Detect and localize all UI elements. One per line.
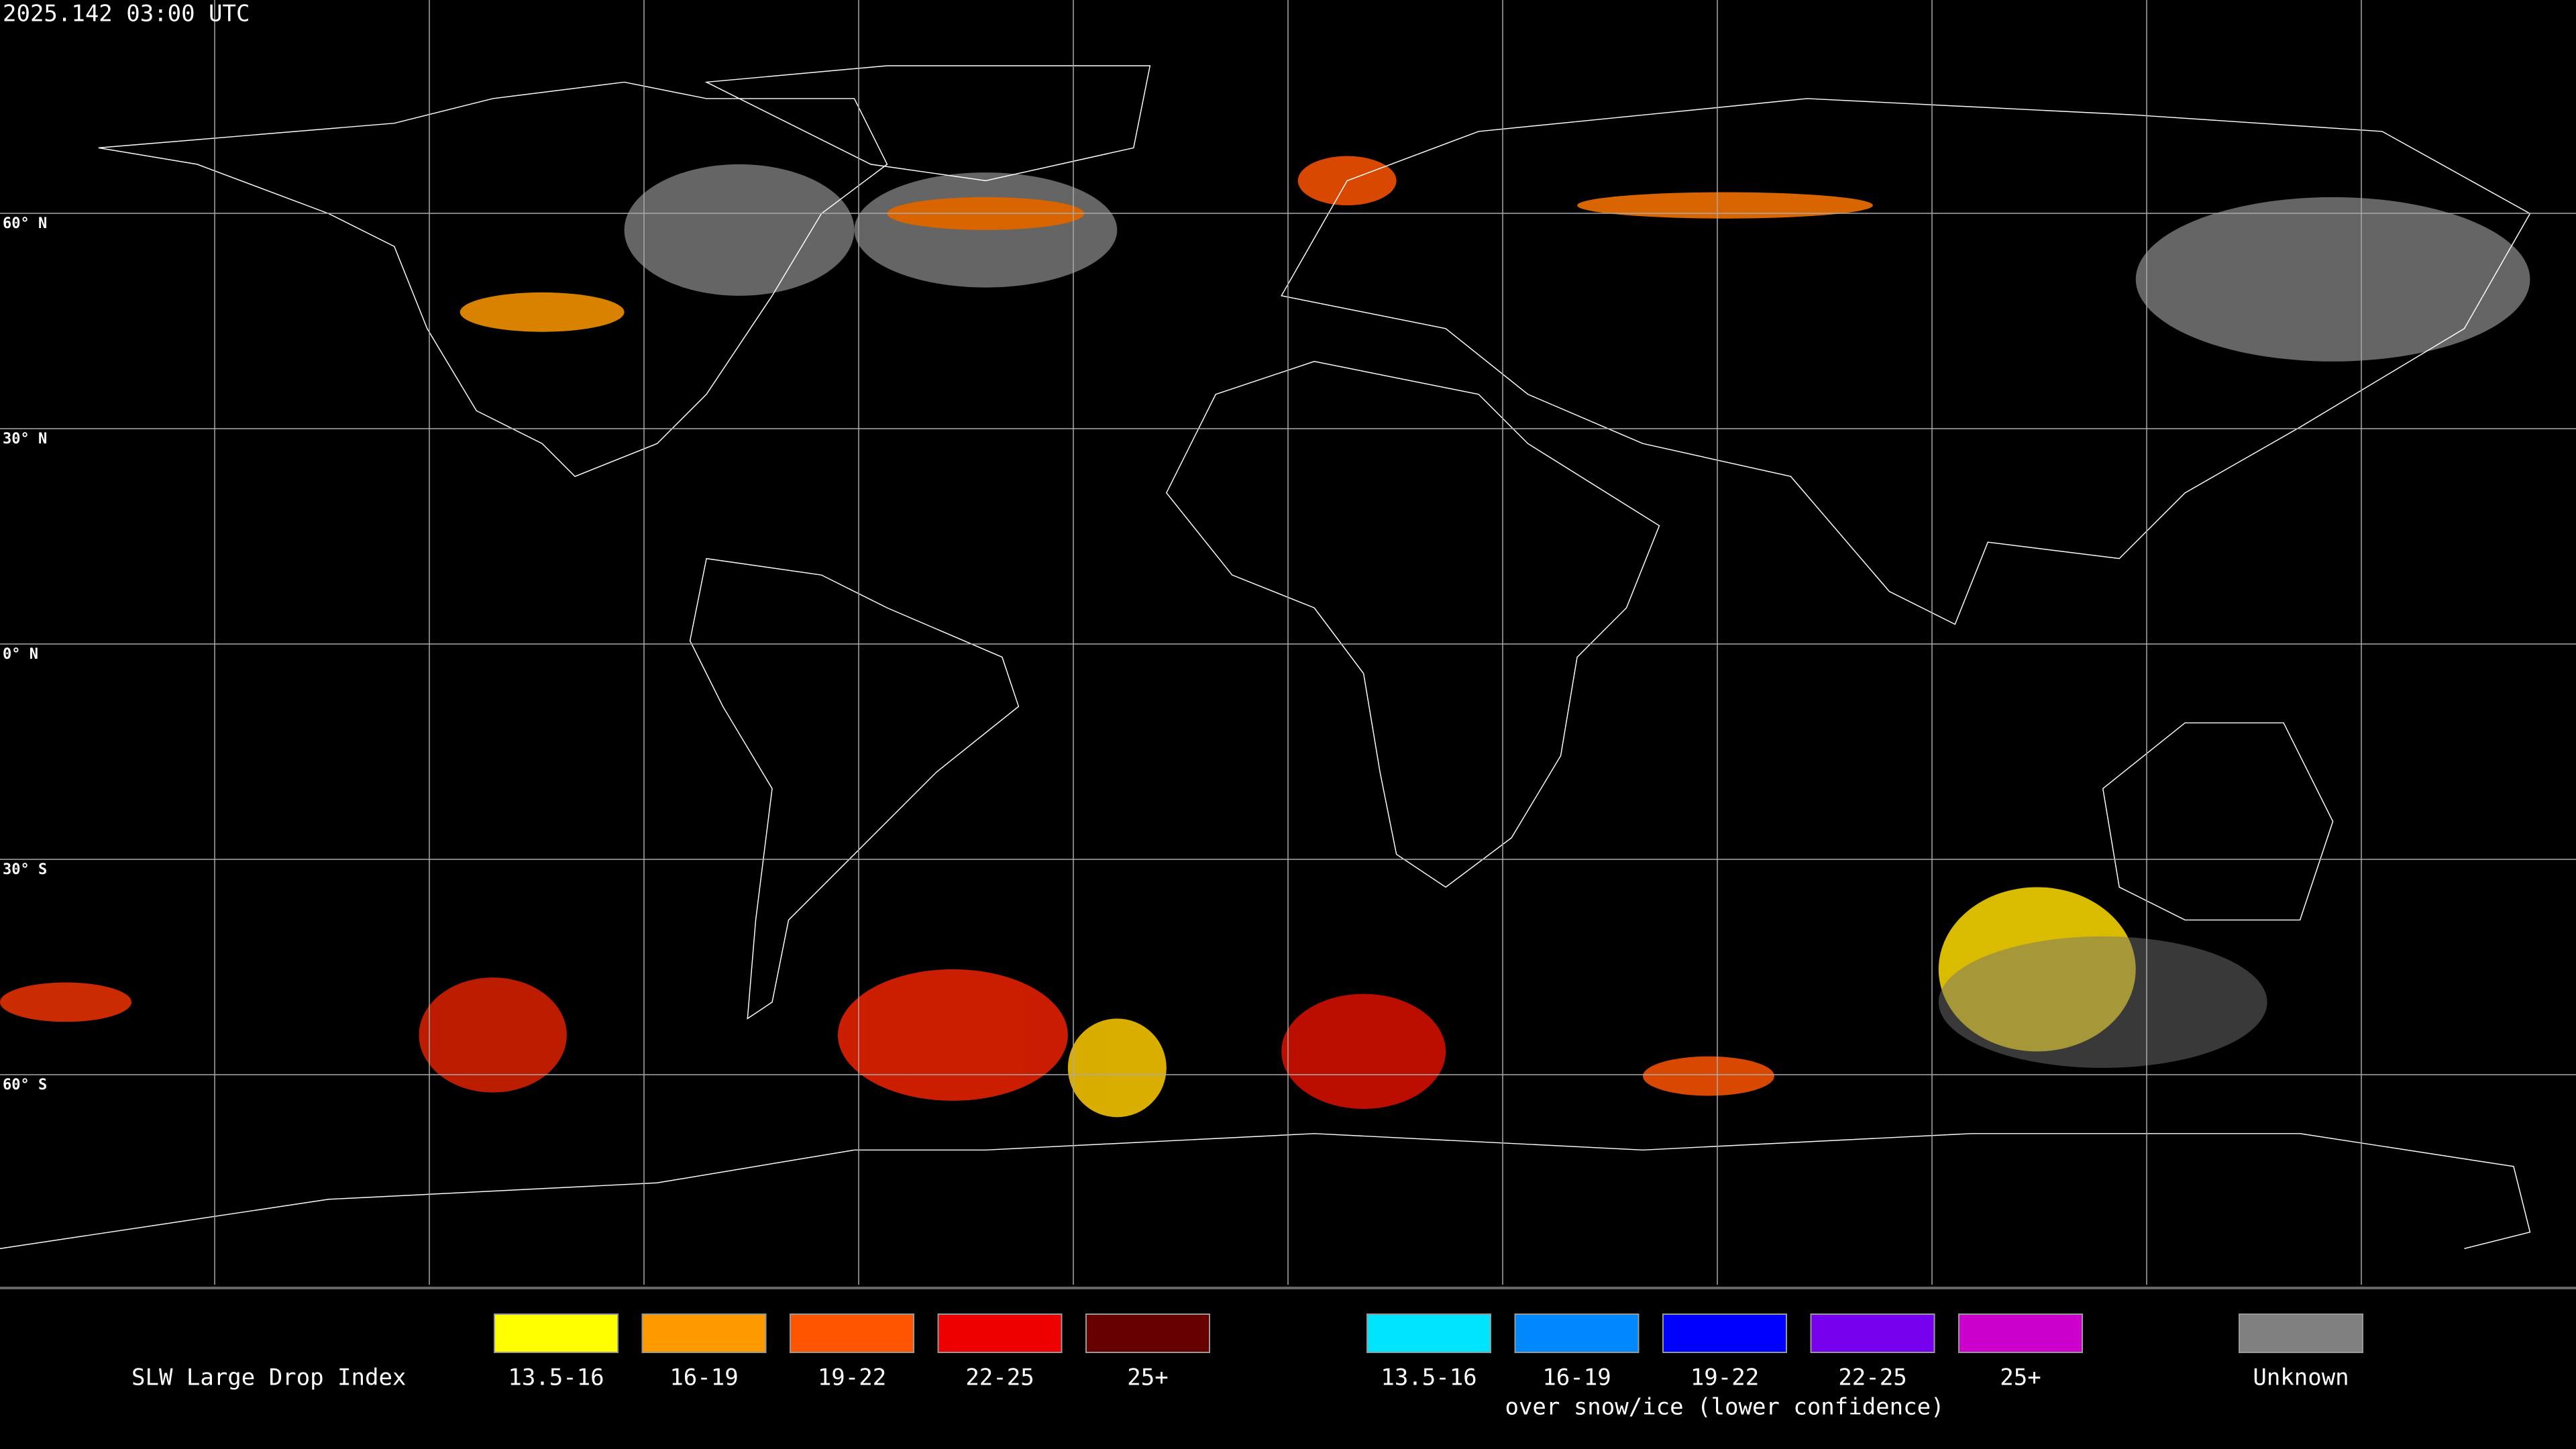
legend-label: 25+ <box>2000 1364 2041 1391</box>
legend-label: Unknown <box>2253 1364 2349 1391</box>
latitude-label: 60° S <box>3 1077 47 1093</box>
legend-swatch <box>1514 1313 1640 1353</box>
legend-swatch <box>641 1313 767 1353</box>
legend-label: 13.5-16 <box>1381 1364 1477 1391</box>
legend-swatch <box>1085 1313 1210 1353</box>
legend-label: 22-25 <box>1838 1364 1907 1391</box>
legend-label: 25+ <box>1127 1364 1168 1391</box>
latitude-label: 30° N <box>3 431 47 447</box>
legend-swatch <box>1366 1313 1491 1353</box>
latitude-label: 0° N <box>3 646 38 663</box>
legend-swatch <box>937 1313 1063 1353</box>
latitude-label: 60° N <box>3 215 47 232</box>
legend-divider <box>0 1287 2576 1289</box>
legend-label: 22-25 <box>965 1364 1034 1391</box>
legend-label: 19-22 <box>1690 1364 1759 1391</box>
legend-label: 16-19 <box>1542 1364 1611 1391</box>
map <box>0 0 2576 1285</box>
legend-swatch <box>1810 1313 1935 1353</box>
legend-swatch <box>2239 1313 2363 1353</box>
legend-label: 13.5-16 <box>508 1364 604 1391</box>
legend-swatch <box>790 1313 914 1353</box>
latitude-label: 30° S <box>3 861 47 878</box>
legend-caption: over snow/ice (lower confidence) <box>1505 1394 1944 1421</box>
legend-swatch <box>1662 1313 1787 1353</box>
legend-swatch <box>1958 1313 2083 1353</box>
legend-label: 16-19 <box>669 1364 738 1391</box>
legend-title: SLW Large Drop Index <box>131 1364 406 1391</box>
clouds <box>0 156 2530 1118</box>
legend-swatch <box>494 1313 619 1353</box>
legend-label: 19-22 <box>818 1364 886 1391</box>
timestamp: 2025.142 03:00 UTC <box>3 1 250 28</box>
